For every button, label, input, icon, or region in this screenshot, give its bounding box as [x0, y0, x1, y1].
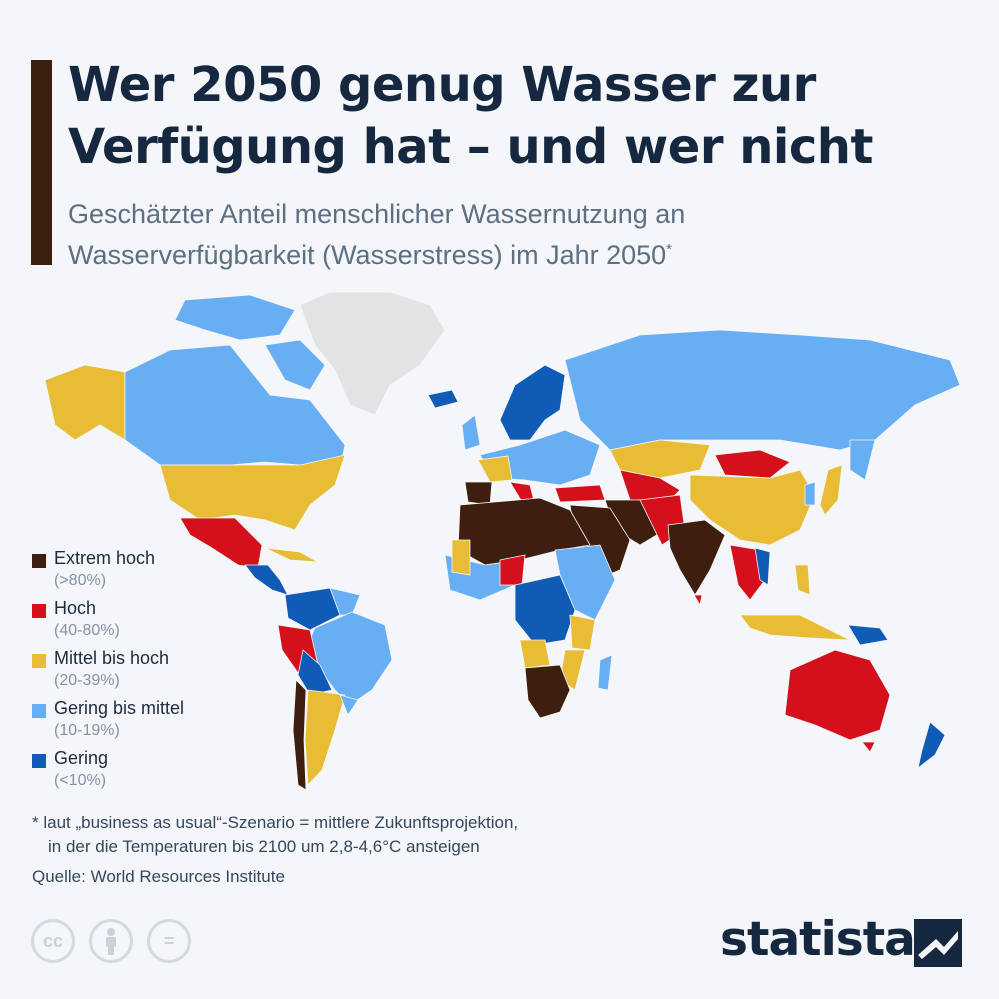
region-papua: [847, 624, 889, 646]
region-india: [667, 519, 726, 596]
region-philippines: [794, 564, 811, 596]
world-map: [44, 291, 961, 791]
region-scandinavia: [499, 364, 566, 441]
legend-swatch: [32, 704, 46, 718]
region-sahel-west: [451, 539, 471, 576]
footnote-line-1: * laut „business as usual“-Szenario = mi…: [32, 813, 519, 832]
region-uk: [461, 414, 481, 451]
legend-label: Extrem hoch: [54, 548, 156, 568]
legend-swatch: [32, 754, 46, 768]
footnote: * laut „business as usual“-Szenario = mi…: [32, 811, 518, 859]
title-line-2: Verfügung hat – und wer nicht: [68, 119, 873, 175]
subtitle: Geschätzter Anteil menschlicher Wassernu…: [68, 196, 968, 273]
region-tanzania: [569, 614, 596, 651]
statista-mark-icon: [914, 919, 962, 967]
region-baffin: [264, 339, 326, 391]
footnote-line-2: in der die Temperaturen bis 2100 um 2,8-…: [48, 837, 480, 856]
page-title: Wer 2050 genug Wasser zur Verfügung hat …: [68, 54, 978, 178]
legend-range: (10-19%): [54, 722, 120, 739]
region-china: [689, 469, 816, 546]
legend-swatch: [32, 604, 46, 618]
region-greenland: [299, 291, 446, 416]
region-sri-lanka: [693, 594, 703, 607]
legend-item-low: Gering (<10%): [32, 748, 272, 798]
legend-range: (20-39%): [54, 672, 120, 689]
legend: Extrem hoch (>80%) Hoch (40-80%) Mittel …: [32, 548, 272, 798]
region-russia: [564, 329, 961, 451]
legend-item-extreme: Extrem hoch (>80%): [32, 548, 272, 598]
legend-swatch: [32, 554, 46, 568]
legend-label: Gering bis mittel: [54, 698, 185, 718]
person-glyph: [106, 928, 116, 955]
legend-range: (<10%): [54, 772, 107, 789]
no-derivatives-icon[interactable]: =: [147, 919, 191, 963]
region-nigeria: [499, 554, 526, 586]
region-indonesia: [739, 614, 851, 641]
cc-icon[interactable]: cc: [31, 919, 75, 963]
attribution-icon[interactable]: [89, 919, 133, 963]
region-chile: [292, 679, 307, 791]
region-uruguay: [339, 694, 359, 716]
region-france-germany: [477, 455, 513, 483]
brand-name: statista: [720, 912, 916, 967]
legend-label: Hoch: [54, 598, 97, 618]
region-iberia: [464, 481, 493, 506]
region-southern-africa: [524, 664, 571, 719]
region-vietnam: [754, 547, 771, 586]
region-argentina: [304, 689, 346, 786]
legend-swatch: [32, 654, 46, 668]
subtitle-line-2: Wasserverfügbarkeit (Wasserstress) im Ja…: [68, 232, 968, 273]
region-mongolia: [714, 449, 791, 479]
region-alaska: [44, 364, 126, 441]
region-southern-africa-north: [519, 639, 551, 669]
region-iceland: [427, 389, 459, 409]
subtitle-line-2-text: Wasserverfügbarkeit (Wasserstress) im Ja…: [68, 240, 667, 270]
title-accent-bar: [31, 60, 52, 265]
region-turkey: [554, 484, 606, 503]
region-australia: [784, 649, 891, 741]
title-line-1: Wer 2050 genug Wasser zur: [68, 57, 816, 113]
region-japan: [819, 464, 843, 516]
region-arctic-islands: [174, 294, 296, 341]
legend-item-high: Hoch (40-80%): [32, 598, 272, 648]
legend-label: Gering: [54, 748, 109, 768]
region-venezuela-colombia: [284, 587, 341, 631]
legend-range: (40-80%): [54, 622, 120, 639]
legend-range: (>80%): [54, 572, 107, 589]
subtitle-line-1: Geschätzter Anteil menschlicher Wassernu…: [68, 199, 686, 229]
region-caribbean: [264, 547, 319, 563]
legend-item-medium-high: Mittel bis hoch (20-39%): [32, 648, 272, 698]
region-kamchatka: [849, 439, 876, 481]
region-usa: [159, 454, 346, 531]
region-madagascar: [597, 654, 613, 691]
region-tasmania: [861, 741, 876, 753]
legend-item-low-medium: Gering bis mittel (10-19%): [32, 698, 272, 748]
subtitle-footnote-mark: *: [666, 241, 673, 258]
source-note: Quelle: World Resources Institute: [32, 867, 285, 886]
legend-label: Mittel bis hoch: [54, 648, 170, 668]
region-new-zealand: [917, 721, 946, 769]
region-korea: [804, 481, 816, 506]
